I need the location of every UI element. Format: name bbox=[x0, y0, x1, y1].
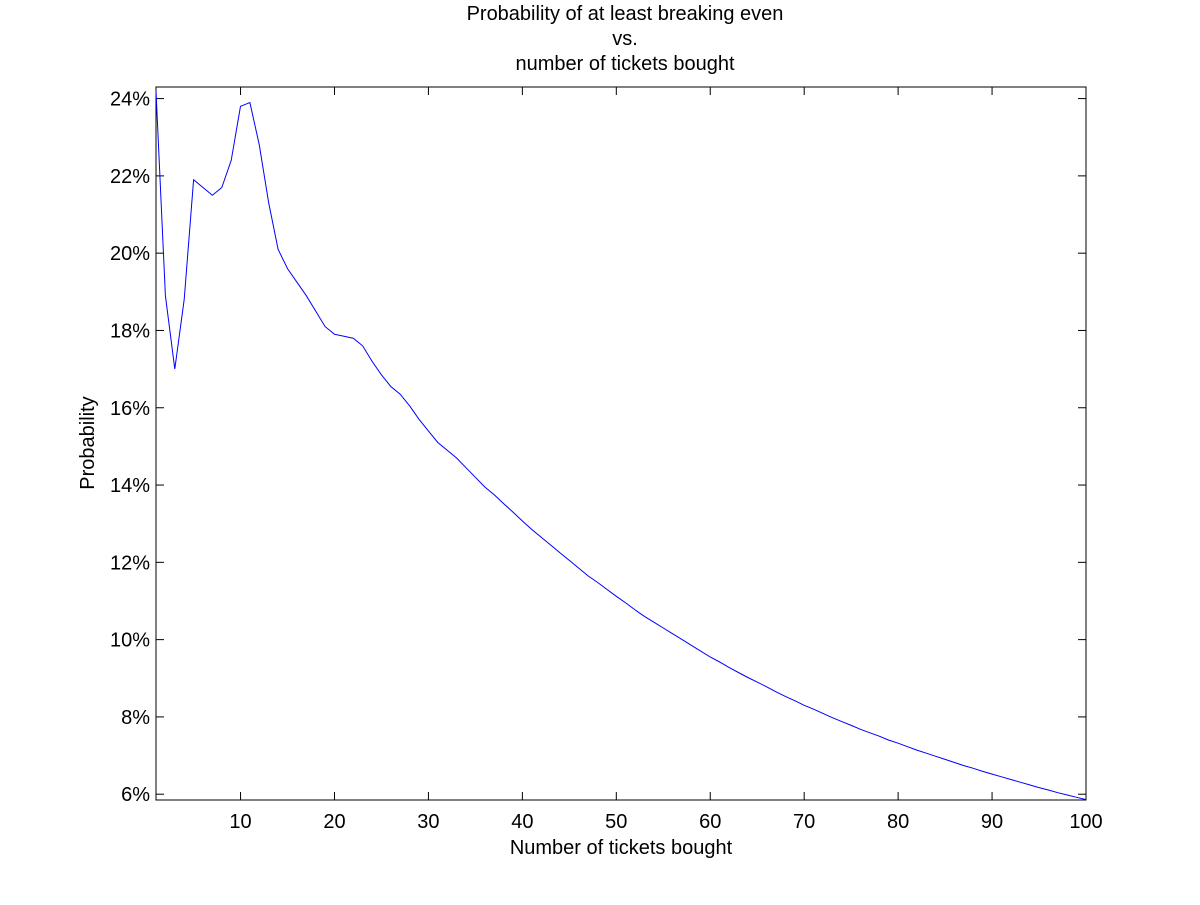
chart-title-line-2: vs. bbox=[612, 28, 638, 50]
x-axis: 10 20 30 40 50 60 70 80 90 100 bbox=[229, 87, 1103, 833]
y-tick-label: 16% bbox=[110, 398, 150, 420]
x-tick-label: 90 bbox=[981, 811, 1003, 833]
x-tick-label: 10 bbox=[229, 811, 251, 833]
x-axis-label: Number of tickets bought bbox=[510, 837, 733, 859]
y-tick-label: 10% bbox=[110, 630, 150, 652]
x-tick-label: 60 bbox=[699, 811, 721, 833]
x-tick-label: 70 bbox=[793, 811, 815, 833]
y-tick-label: 12% bbox=[110, 552, 150, 574]
y-tick-label: 14% bbox=[110, 475, 150, 497]
y-tick-label: 20% bbox=[110, 243, 150, 265]
y-tick-label: 24% bbox=[110, 89, 150, 111]
x-tick-label: 30 bbox=[417, 811, 439, 833]
plot-area bbox=[155, 86, 1087, 801]
y-tick-label: 6% bbox=[121, 784, 150, 806]
x-tick-label: 100 bbox=[1069, 811, 1102, 833]
x-tick-label: 50 bbox=[605, 811, 627, 833]
probability-series-line bbox=[155, 90, 1087, 801]
chart-title: Probability of at least breaking even vs… bbox=[467, 3, 784, 75]
y-axis-label: Probability bbox=[77, 396, 99, 489]
chart-title-line-3: number of tickets bought bbox=[515, 53, 734, 75]
y-tick-label: 18% bbox=[110, 320, 150, 342]
x-tick-label: 20 bbox=[323, 811, 345, 833]
y-tick-label: 22% bbox=[110, 166, 150, 188]
chart-title-line-1: Probability of at least breaking even bbox=[467, 3, 784, 25]
x-tick-label: 80 bbox=[887, 811, 909, 833]
x-tick-label: 40 bbox=[511, 811, 533, 833]
y-axis: 6% 8% 10% 12% 14% 16% 18% 20% 22% 24% bbox=[110, 89, 1086, 806]
y-tick-label: 8% bbox=[121, 707, 150, 729]
